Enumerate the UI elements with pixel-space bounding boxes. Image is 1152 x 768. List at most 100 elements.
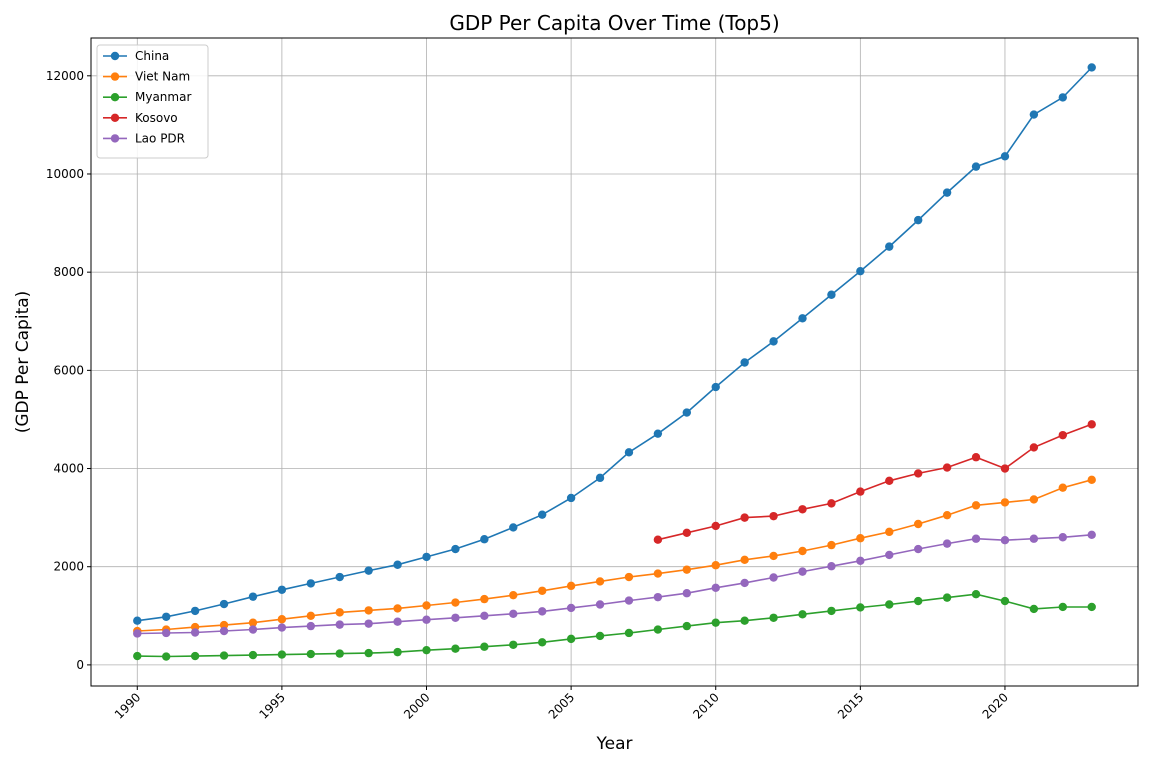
legend-label: Myanmar bbox=[135, 90, 191, 104]
data-point bbox=[509, 640, 518, 649]
data-point bbox=[335, 649, 344, 658]
series-line bbox=[137, 66, 1093, 622]
data-point bbox=[566, 493, 576, 503]
data-point bbox=[451, 644, 460, 653]
data-point bbox=[306, 579, 316, 588]
data-point bbox=[277, 585, 287, 594]
data-point bbox=[509, 523, 518, 532]
data-point bbox=[1087, 420, 1096, 429]
data-point bbox=[595, 473, 605, 483]
data-point bbox=[856, 534, 865, 543]
data-point bbox=[913, 215, 923, 225]
y-tick-label: 2000 bbox=[53, 560, 84, 574]
data-point bbox=[393, 617, 402, 626]
data-point bbox=[219, 599, 229, 609]
data-point bbox=[682, 408, 692, 417]
data-point bbox=[595, 577, 605, 586]
data-point bbox=[653, 429, 663, 438]
data-point bbox=[537, 638, 547, 647]
data-point bbox=[653, 535, 663, 544]
data-point bbox=[161, 628, 171, 638]
data-point bbox=[190, 628, 200, 637]
data-point bbox=[393, 560, 402, 569]
data-point bbox=[161, 652, 171, 661]
data-point bbox=[885, 600, 894, 609]
data-point bbox=[798, 610, 807, 619]
data-point bbox=[277, 650, 287, 659]
data-point bbox=[682, 565, 692, 574]
data-point bbox=[827, 499, 836, 508]
series-line bbox=[137, 479, 1092, 632]
x-tick-label: 1995 bbox=[257, 690, 288, 721]
data-point bbox=[682, 528, 692, 538]
data-point bbox=[277, 615, 287, 624]
data-point bbox=[798, 567, 807, 576]
data-point bbox=[451, 598, 460, 607]
x-tick-label: 2020 bbox=[980, 690, 1011, 721]
series-myanmar bbox=[133, 590, 1096, 661]
data-point bbox=[624, 572, 634, 582]
data-point bbox=[885, 242, 894, 251]
x-tick-label: 2015 bbox=[835, 690, 866, 721]
data-point bbox=[422, 601, 431, 610]
data-point bbox=[133, 651, 142, 661]
legend-label: Lao PDR bbox=[135, 131, 185, 145]
data-point bbox=[595, 600, 605, 609]
data-point bbox=[364, 648, 373, 658]
data-point bbox=[827, 562, 836, 571]
chart-title: GDP Per Capita Over Time (Top5) bbox=[449, 11, 779, 35]
data-point bbox=[624, 596, 634, 605]
data-point bbox=[1000, 498, 1010, 507]
y-tick-label: 10000 bbox=[46, 167, 84, 181]
data-point bbox=[422, 645, 431, 655]
data-point bbox=[740, 578, 749, 588]
y-tick-label: 0 bbox=[76, 658, 84, 672]
data-point bbox=[971, 162, 981, 171]
data-point bbox=[219, 620, 229, 630]
legend-label: Viet Nam bbox=[135, 70, 190, 84]
data-point bbox=[885, 550, 894, 560]
series-line bbox=[137, 534, 1092, 635]
data-point bbox=[913, 544, 923, 554]
data-point bbox=[190, 651, 200, 661]
data-point bbox=[971, 534, 981, 543]
data-point bbox=[133, 629, 142, 638]
data-point bbox=[913, 519, 923, 529]
data-point bbox=[798, 546, 807, 556]
data-point bbox=[1029, 534, 1039, 543]
data-point bbox=[1058, 483, 1068, 492]
data-point bbox=[1058, 93, 1068, 102]
data-point bbox=[827, 606, 836, 616]
data-point bbox=[1087, 475, 1096, 485]
data-point bbox=[1029, 443, 1039, 452]
data-point bbox=[682, 621, 692, 631]
legend-item: Lao PDR bbox=[103, 131, 185, 145]
data-point bbox=[364, 566, 373, 575]
data-point bbox=[566, 634, 576, 644]
data-point bbox=[769, 573, 778, 582]
data-point bbox=[942, 539, 952, 548]
data-point bbox=[335, 572, 344, 582]
data-point bbox=[595, 631, 605, 641]
series-line bbox=[657, 423, 1092, 541]
legend-label: China bbox=[135, 49, 169, 63]
data-point bbox=[537, 586, 547, 595]
y-tick-label: 6000 bbox=[53, 363, 84, 377]
data-point bbox=[451, 544, 460, 554]
data-point bbox=[277, 623, 287, 632]
data-point bbox=[509, 609, 518, 619]
data-point bbox=[537, 607, 547, 616]
series-viet-nam bbox=[133, 475, 1096, 636]
data-point bbox=[942, 463, 952, 472]
legend-marker bbox=[110, 134, 120, 143]
x-tick-label: 2005 bbox=[546, 690, 577, 721]
data-point bbox=[248, 618, 258, 627]
data-point bbox=[682, 589, 692, 598]
data-point bbox=[480, 611, 489, 620]
y-tick-label: 12000 bbox=[46, 69, 84, 83]
x-tick-label: 1990 bbox=[112, 690, 143, 721]
data-point bbox=[856, 556, 865, 566]
data-point bbox=[451, 613, 460, 622]
data-point bbox=[740, 358, 749, 367]
